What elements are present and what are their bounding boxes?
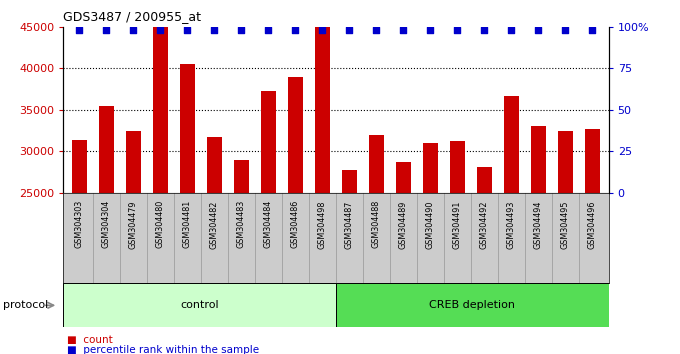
Bar <box>531 126 546 193</box>
Text: GSM304481: GSM304481 <box>183 200 192 249</box>
Text: GSM304491: GSM304491 <box>453 200 462 249</box>
Point <box>398 27 409 33</box>
Text: GSM304492: GSM304492 <box>480 200 489 249</box>
Point <box>290 27 301 33</box>
Bar <box>288 77 303 193</box>
Point <box>317 27 328 33</box>
Text: GSM304486: GSM304486 <box>291 200 300 249</box>
Bar <box>585 129 600 193</box>
Text: GSM304489: GSM304489 <box>399 200 408 249</box>
Point <box>101 27 112 33</box>
Text: GSM304488: GSM304488 <box>372 200 381 249</box>
Point <box>263 27 274 33</box>
Text: GSM304493: GSM304493 <box>507 200 516 249</box>
Bar <box>261 91 276 193</box>
Bar <box>234 160 249 193</box>
Bar <box>450 141 465 193</box>
Point <box>533 27 544 33</box>
Bar <box>63 283 336 327</box>
Text: control: control <box>180 300 219 310</box>
Bar <box>72 140 87 193</box>
Bar <box>207 137 222 193</box>
Text: GSM304484: GSM304484 <box>264 200 273 249</box>
Point <box>560 27 571 33</box>
Text: protocol: protocol <box>3 300 49 310</box>
Bar <box>396 162 411 193</box>
Text: GSM304482: GSM304482 <box>210 200 219 249</box>
Text: GSM304490: GSM304490 <box>426 200 435 249</box>
Text: GSM304483: GSM304483 <box>237 200 246 249</box>
Text: GSM304479: GSM304479 <box>129 200 138 249</box>
Text: GSM304498: GSM304498 <box>318 200 327 249</box>
Bar <box>558 131 573 193</box>
Point <box>74 27 85 33</box>
Point <box>236 27 247 33</box>
Point <box>587 27 598 33</box>
Text: GSM304495: GSM304495 <box>561 200 570 249</box>
Bar <box>342 171 357 193</box>
Text: GSM304496: GSM304496 <box>588 200 597 249</box>
Bar <box>180 64 195 193</box>
Point <box>371 27 382 33</box>
Text: GSM304303: GSM304303 <box>75 200 84 249</box>
Point <box>506 27 517 33</box>
Point <box>344 27 355 33</box>
Bar <box>477 167 492 193</box>
Text: ■  percentile rank within the sample: ■ percentile rank within the sample <box>67 346 259 354</box>
Bar <box>153 27 168 193</box>
Point <box>182 27 193 33</box>
Text: GDS3487 / 200955_at: GDS3487 / 200955_at <box>63 10 201 23</box>
Point <box>155 27 166 33</box>
Bar <box>315 27 330 193</box>
Text: GSM304480: GSM304480 <box>156 200 165 249</box>
Bar <box>423 143 438 193</box>
Bar <box>336 283 609 327</box>
Text: CREB depletion: CREB depletion <box>429 300 515 310</box>
Text: GSM304304: GSM304304 <box>102 200 111 249</box>
Text: GSM304494: GSM304494 <box>534 200 543 249</box>
Point <box>425 27 436 33</box>
Bar <box>504 96 519 193</box>
Point <box>452 27 463 33</box>
Text: ■  count: ■ count <box>67 335 112 345</box>
Point <box>128 27 139 33</box>
Point <box>209 27 220 33</box>
Point <box>479 27 490 33</box>
Text: GSM304487: GSM304487 <box>345 200 354 249</box>
Bar <box>126 131 141 193</box>
Bar <box>99 105 114 193</box>
Bar <box>369 135 384 193</box>
